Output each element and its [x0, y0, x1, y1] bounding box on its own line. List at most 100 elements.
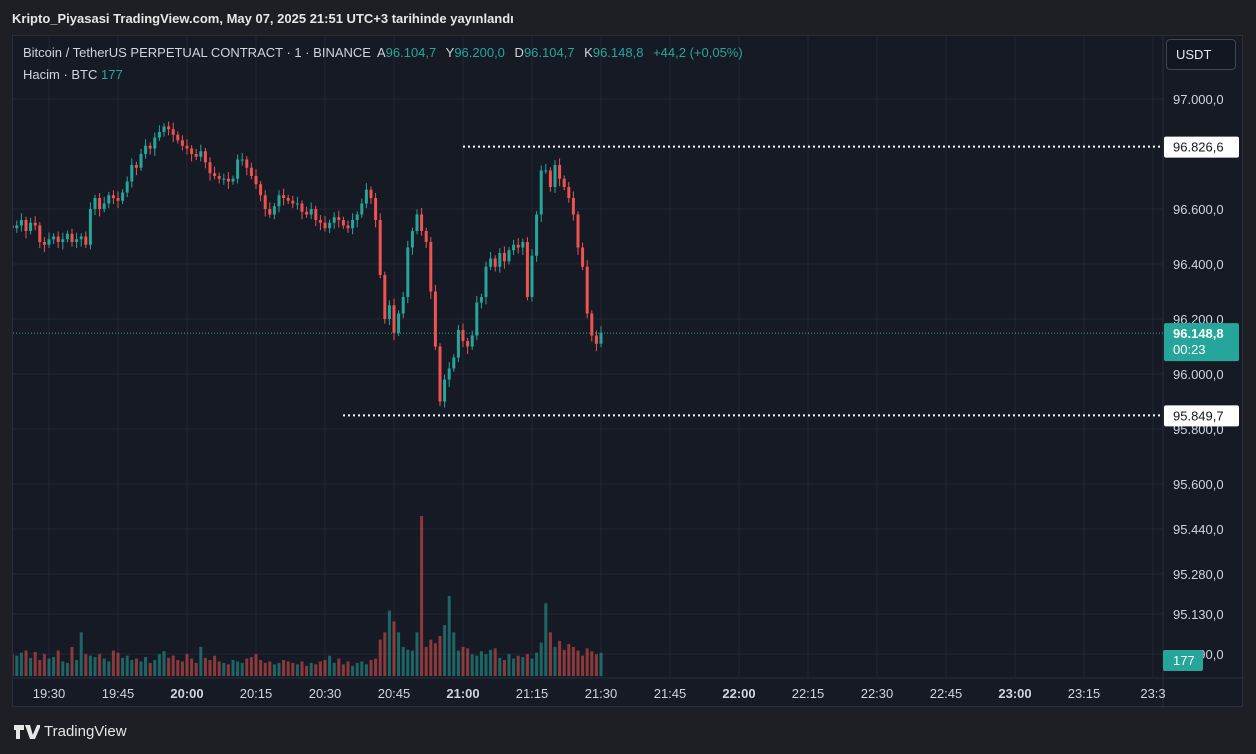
tradingview-brand: TradingView	[44, 723, 127, 740]
candle-body	[341, 220, 345, 226]
volume-bar	[291, 662, 295, 676]
volume-bar	[498, 657, 502, 676]
chart-frame[interactable]: 97.000,0 96.600,0 96.400,0 96.200,0 96.000,0…	[12, 35, 1244, 708]
candle-body	[93, 198, 97, 209]
candle-body	[456, 330, 460, 358]
volume-bar	[162, 651, 166, 676]
volume-bar	[364, 664, 368, 676]
volume-bar	[525, 654, 529, 676]
volume-bar	[516, 655, 520, 676]
volume-bar	[65, 662, 69, 676]
x-tick-label: 19:30	[33, 686, 66, 701]
candle-body	[309, 209, 313, 215]
candle-body	[240, 159, 244, 161]
volume-bar	[401, 646, 405, 676]
volume-legend: Hacim · BTC 177	[23, 67, 123, 82]
candle-body	[360, 203, 364, 215]
volume-bar	[47, 658, 51, 676]
volume-bar	[420, 516, 424, 676]
candle-body	[134, 165, 138, 168]
volume-bar	[254, 654, 258, 676]
candle-body	[167, 126, 171, 130]
candle-body	[98, 198, 102, 209]
candle-body	[19, 220, 23, 226]
candle-body	[401, 297, 405, 314]
publish-header: Kripto_Piyasasi TradingView.com, May 07,…	[12, 11, 514, 26]
volume-bar	[52, 657, 56, 676]
volume-bar	[433, 643, 437, 676]
volume-bar	[217, 661, 221, 676]
candle-body	[337, 217, 341, 220]
candle-body	[479, 297, 483, 303]
candle-body	[65, 233, 69, 240]
volume-bar	[424, 646, 428, 676]
high-label: Y	[445, 45, 455, 60]
candle-body	[498, 253, 502, 267]
high-value: 96.200,0	[454, 45, 505, 60]
currency-button[interactable]: USDT	[1166, 39, 1236, 70]
candle-body	[332, 217, 336, 223]
x-tick-label: 19:45	[102, 686, 135, 701]
candle-body	[599, 332, 603, 344]
x-tick-label: 20:15	[240, 686, 273, 701]
y-tick-label: 95.280,0	[1173, 567, 1224, 582]
volume-bar	[15, 655, 19, 676]
candle-body	[203, 151, 207, 163]
candle-body	[475, 302, 479, 336]
volume-bar	[576, 650, 580, 676]
x-tick-label: 22:00	[722, 686, 755, 701]
volume-bar	[102, 658, 106, 676]
candle-body	[162, 126, 166, 132]
volume-bar	[116, 652, 120, 676]
volume-bar	[590, 651, 594, 676]
low-value: 96.104,7	[523, 45, 575, 60]
candle-body	[507, 250, 511, 262]
volume-bar	[268, 661, 272, 676]
volume-bar	[369, 660, 373, 676]
volume-bar	[56, 650, 60, 676]
y-tick-label: 96.600,0	[1173, 202, 1224, 217]
candle-body	[323, 222, 327, 229]
candle-body	[525, 242, 529, 297]
volume-bar	[374, 658, 378, 676]
symbol-name[interactable]: Bitcoin / TetherUS PERPETUAL CONTRACT · …	[23, 45, 371, 60]
y-tick-label: 97.000,0	[1173, 92, 1224, 107]
volume-bar	[346, 661, 350, 676]
volume-bar	[98, 654, 102, 676]
volume-bar	[185, 654, 189, 676]
candle-body	[502, 253, 506, 262]
candle-body	[378, 220, 382, 275]
volume-bar	[429, 639, 433, 676]
volume-bar	[171, 655, 175, 676]
volume-bar	[19, 652, 23, 676]
volume-bar	[479, 651, 483, 676]
x-tick-label: 22:45	[930, 686, 963, 701]
candlestick-chart[interactable]: 97.000,0 96.600,0 96.400,0 96.200,0 96.000,0…	[13, 36, 1244, 708]
low-line-label-bg	[1164, 405, 1239, 427]
close-label: K	[584, 45, 593, 60]
candle-body	[268, 209, 272, 215]
volume-bar	[226, 664, 230, 676]
volume-bar	[530, 658, 534, 676]
candle-body	[217, 176, 221, 179]
candle-body	[38, 225, 42, 242]
volume-bar	[562, 649, 566, 676]
volume-bar	[277, 662, 281, 676]
volume-bar	[544, 603, 548, 676]
candle-body	[364, 189, 368, 204]
volume-bar	[167, 657, 171, 676]
y-tick-label: 95.600,0	[1173, 477, 1224, 492]
candle-body	[79, 236, 83, 240]
volume-bar	[507, 654, 511, 676]
candle-body	[259, 184, 263, 196]
candle-body	[585, 266, 589, 314]
y-tick-label: 95.130,0	[1173, 607, 1224, 622]
candle-body	[328, 222, 332, 229]
candle-body	[466, 341, 470, 347]
volume-bar	[236, 661, 240, 676]
tradingview-footer[interactable]: TradingView	[14, 723, 127, 740]
candle-body	[116, 198, 120, 201]
volume-label[interactable]: Hacim · BTC	[23, 67, 98, 82]
volume-bar	[447, 596, 451, 676]
candle-body	[272, 206, 276, 215]
